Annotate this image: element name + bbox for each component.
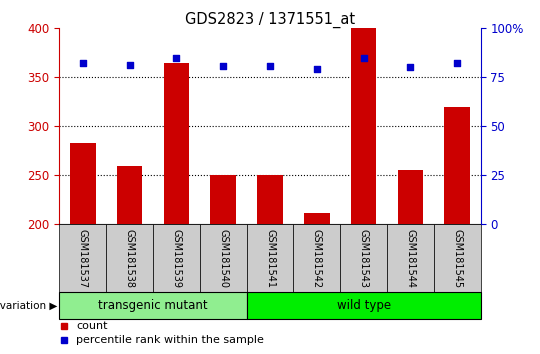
Bar [59,224,106,292]
Point [78,60,87,65]
Bar [153,224,200,292]
Text: wild type: wild type [336,299,390,312]
Point [359,55,368,61]
Point [266,63,274,68]
Point [219,63,227,68]
Bar [117,166,143,224]
Bar [59,292,247,319]
Text: GSM181539: GSM181539 [171,229,181,287]
Text: GSM181543: GSM181543 [359,229,369,287]
Title: GDS2823 / 1371551_at: GDS2823 / 1371551_at [185,12,355,28]
Bar [106,224,153,292]
Text: GSM181545: GSM181545 [452,229,462,288]
Point [406,64,415,69]
Bar [200,224,247,292]
Text: genotype/variation ▶: genotype/variation ▶ [0,301,57,310]
Bar [340,224,387,292]
Bar [304,213,329,224]
Bar [293,224,340,292]
Text: percentile rank within the sample: percentile rank within the sample [76,335,264,345]
Bar [351,28,376,224]
Text: GSM181538: GSM181538 [125,229,134,287]
Bar [164,63,190,224]
Bar [247,224,293,292]
Point [453,60,462,65]
Bar [444,107,470,224]
Text: GSM181537: GSM181537 [78,229,88,288]
Point [313,67,321,72]
Bar [397,171,423,224]
Bar [434,224,481,292]
Text: transgenic mutant: transgenic mutant [98,299,208,312]
Point [125,62,134,67]
Bar [387,224,434,292]
Text: GSM181541: GSM181541 [265,229,275,287]
Text: GSM181542: GSM181542 [312,229,322,288]
Bar [211,175,236,224]
Bar [70,143,96,224]
Text: GSM181540: GSM181540 [218,229,228,287]
Bar [247,292,481,319]
Bar [257,175,283,224]
Text: GSM181544: GSM181544 [406,229,415,287]
Text: count: count [76,321,108,331]
Point [172,55,181,61]
